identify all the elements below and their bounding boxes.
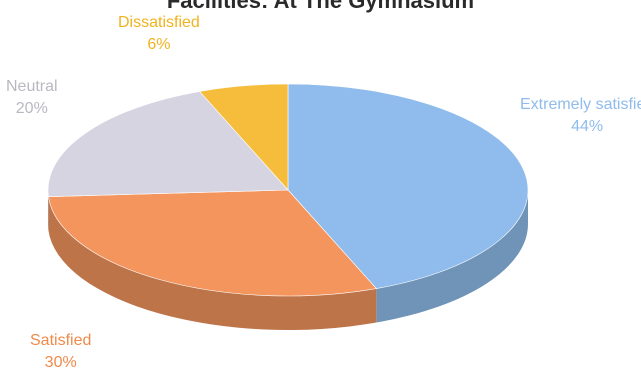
slice-name-neutral: Neutral <box>6 76 58 98</box>
slice-label-neutral: Neutral 20% <box>6 76 58 120</box>
slice-name-dissatisfied: Dissatisfied <box>118 12 200 34</box>
slice-label-extremely-satisfied: Extremely satisfied 44% <box>520 94 641 138</box>
slice-percent-satisfied: 30% <box>30 352 91 374</box>
slice-percent-neutral: 20% <box>6 98 58 120</box>
slice-name-satisfied: Satisfied <box>30 330 91 352</box>
slice-name-extremely-satisfied: Extremely satisfied <box>520 94 641 116</box>
slice-percent-extremely-satisfied: 44% <box>520 116 641 138</box>
slice-percent-dissatisfied: 6% <box>118 34 200 56</box>
slice-label-satisfied: Satisfied 30% <box>30 330 91 374</box>
slice-label-dissatisfied: Dissatisfied 6% <box>118 12 200 56</box>
